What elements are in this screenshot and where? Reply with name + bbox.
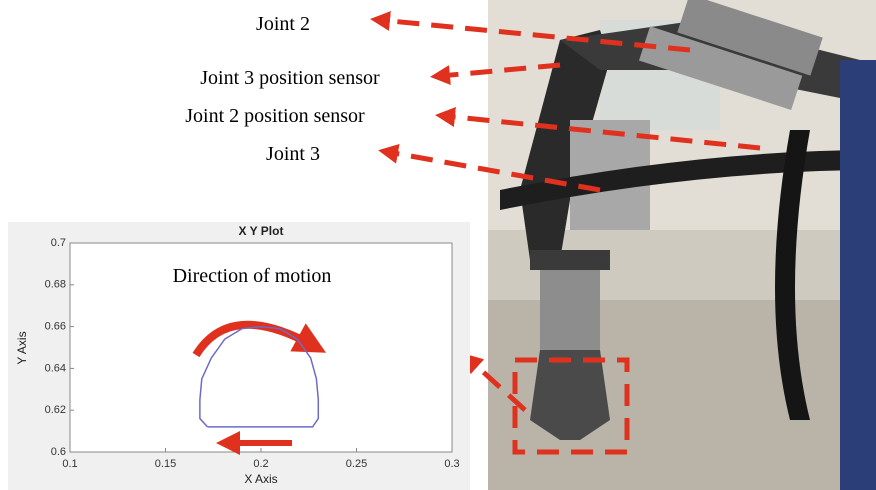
plot-title: X Y Plot: [239, 224, 284, 238]
y-tick-label: 0.6: [51, 446, 66, 458]
xy-plot: X Y Plot X Axis Y Axis Direction of moti…: [8, 222, 470, 490]
y-tick-label: 0.62: [45, 404, 66, 416]
label: Joint 3 position sensor: [200, 67, 380, 89]
figure: Joint 2 Joint 3 position sensor Joint 2 …: [0, 0, 876, 490]
y-tick-label: 0.7: [51, 237, 66, 249]
label: Joint 2 position sensor: [185, 105, 365, 127]
y-tick-label: 0.68: [45, 279, 66, 291]
label: Joint 2: [256, 13, 310, 35]
x-axis-label: X Axis: [244, 472, 277, 486]
annotation: Direction of motion: [173, 265, 332, 287]
x-tick-label: 0.3: [444, 458, 459, 470]
y-tick-label: 0.66: [45, 321, 66, 333]
y-axis-label: Y Axis: [15, 331, 29, 364]
x-tick-label: 0.15: [155, 458, 176, 470]
x-tick-label: 0.1: [62, 458, 77, 470]
x-tick-label: 0.2: [253, 458, 268, 470]
robot-photo: [488, 0, 876, 490]
label: Joint 3: [266, 143, 320, 165]
x-tick-label: 0.25: [346, 458, 367, 470]
y-tick-label: 0.64: [45, 362, 66, 374]
